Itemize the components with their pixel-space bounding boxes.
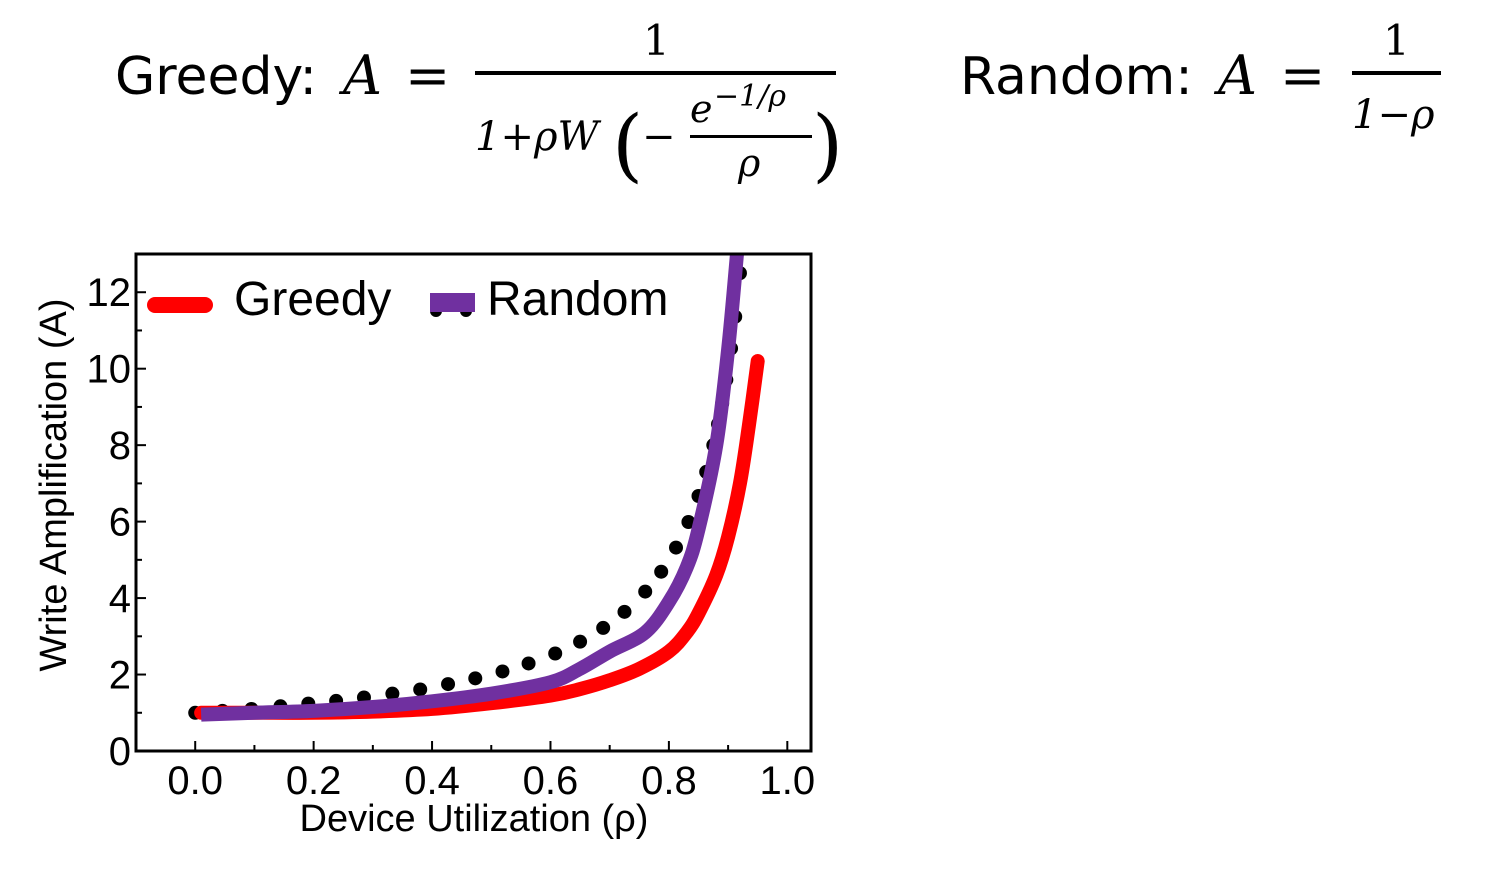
legend-label-random: Random [487, 273, 668, 326]
x-tick-label: 0.6 [523, 759, 579, 803]
data-point-random-theory [669, 540, 683, 555]
y-tick-label: 12 [87, 271, 132, 315]
chart: 0.0 0.2 0.4 0.6 0.8 1.0 0 2 4 6 8 10 12 Device Util… [33, 252, 815, 840]
greedy-formula-label: Greedy: [115, 47, 317, 107]
y-tick-label: 6 [109, 501, 131, 545]
plot-area [188, 254, 765, 722]
data-point-random-theory [654, 564, 669, 579]
greedy-formula: Greedy: A = 1 1+ρW ( − e −1/ρ ρ ) [115, 16, 843, 191]
y-tick-label: 0 [109, 730, 131, 774]
y-tick-label: 10 [87, 348, 132, 392]
greedy-formula-eq: = [405, 44, 450, 107]
y-tick-label: 4 [109, 577, 131, 621]
data-point-random-theory [681, 514, 696, 529]
legend-label-greedy: Greedy [234, 273, 391, 326]
greedy-fraction-bar [475, 71, 836, 75]
greedy-formula-inner-den: ρ [737, 141, 761, 185]
series-line-random [200, 254, 744, 722]
random-formula-denominator: 1−ρ [1352, 92, 1435, 138]
random-formula-lhs: A [1213, 44, 1257, 107]
data-point-random-theory [573, 634, 588, 649]
x-tick-label: 0.0 [167, 759, 223, 803]
random-fraction-bar [1352, 71, 1441, 75]
data-point-random-theory [521, 656, 536, 671]
random-formula: Random: A = 1 1−ρ [960, 16, 1441, 138]
y-tick-label: 8 [109, 424, 131, 468]
greedy-formula-lhs: A [338, 44, 382, 107]
data-point-random-theory [413, 682, 428, 697]
y-tick-label: 2 [109, 654, 131, 698]
data-point-random-theory [468, 671, 483, 686]
random-formula-label: Random: [960, 47, 1193, 107]
random-formula-numerator: 1 [1383, 16, 1410, 65]
axis-ticks [136, 253, 789, 752]
x-tick-label: 1.0 [760, 759, 816, 803]
data-point-random-theory [617, 604, 632, 619]
data-point-random-theory [548, 646, 563, 661]
data-point-random-theory [495, 664, 510, 679]
y-tick-labels: 0 2 4 6 8 10 12 [87, 271, 132, 774]
data-point-random-theory [441, 677, 456, 692]
y-axis-label: Write Amplification (A) [33, 298, 75, 671]
x-tick-label: 0.2 [286, 759, 342, 803]
x-tick-labels: 0.0 0.2 0.4 0.6 0.8 1.0 [167, 759, 815, 803]
random-formula-eq: = [1280, 44, 1325, 107]
greedy-formula-rparen: ) [812, 98, 843, 191]
series-line-greedy [194, 354, 765, 720]
greedy-formula-minus: − [642, 114, 676, 160]
chart-marks [188, 254, 765, 722]
greedy-inner-fraction-bar [690, 135, 812, 138]
greedy-formula-lparen: ( [612, 98, 643, 191]
greedy-formula-inner-exp: −1/ρ [714, 79, 786, 114]
greedy-formula-inner-num: e [690, 87, 713, 131]
greedy-formula-numerator: 1 [643, 16, 670, 65]
x-tick-label: 0.8 [641, 759, 697, 803]
data-point-random-theory [638, 584, 653, 599]
x-tick-label: 0.4 [404, 759, 460, 803]
greedy-formula-denom-prefix: 1+ρW [475, 114, 601, 160]
plot-frame [134, 252, 813, 753]
legend-swatch-random [430, 293, 475, 312]
data-point-random-theory [385, 686, 400, 701]
data-point-random-theory [596, 620, 611, 635]
legend: Greedy Random [147, 273, 668, 326]
x-axis-label: Device Utilization (ρ) [300, 798, 649, 840]
